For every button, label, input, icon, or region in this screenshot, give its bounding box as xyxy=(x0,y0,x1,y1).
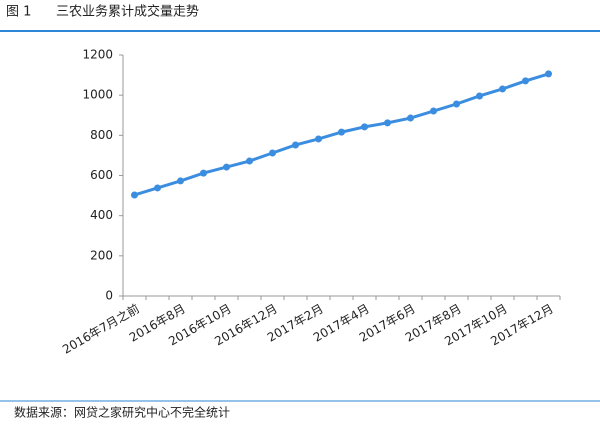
chart-title: 三农业务累计成交量走势 xyxy=(56,4,199,20)
figure-label: 图 1 xyxy=(6,5,31,20)
y-tick-label: 200 xyxy=(90,248,113,262)
x-tick-label: 2016年7月之前 xyxy=(60,301,142,357)
marker xyxy=(246,157,253,165)
y-tick-label: 800 xyxy=(90,128,113,142)
marker xyxy=(476,92,483,100)
marker xyxy=(453,100,460,108)
y-tick-label: 600 xyxy=(90,168,113,182)
marker xyxy=(361,123,368,131)
marker xyxy=(430,107,437,115)
marker xyxy=(269,149,276,157)
marker xyxy=(223,163,230,171)
marker xyxy=(200,169,207,177)
marker xyxy=(154,184,161,192)
y-tick-label: 0 xyxy=(105,289,113,303)
marker xyxy=(384,119,391,127)
marker xyxy=(407,114,414,122)
y-tick-label: 1200 xyxy=(82,48,113,62)
marker xyxy=(499,85,506,93)
y-tick-label: 400 xyxy=(90,208,113,222)
marker xyxy=(131,191,138,199)
marker xyxy=(177,177,184,185)
marker xyxy=(545,70,552,78)
marker xyxy=(522,77,529,85)
marker xyxy=(338,128,345,136)
y-tick-label: 1000 xyxy=(82,88,113,102)
marker xyxy=(315,135,322,143)
marker xyxy=(292,141,299,149)
source-note: 数据来源：网贷之家研究中心不完全统计 xyxy=(14,405,230,420)
